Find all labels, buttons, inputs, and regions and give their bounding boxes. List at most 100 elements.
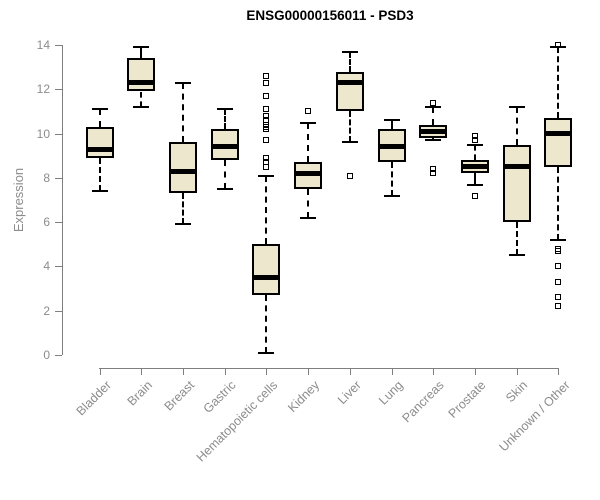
whisker-cap-high	[258, 174, 275, 177]
whisker-high	[265, 175, 268, 245]
whisker-high	[140, 47, 143, 59]
median-line	[129, 80, 154, 86]
box-brain	[127, 58, 156, 92]
outlier-point	[263, 154, 270, 161]
whisker-low	[515, 222, 518, 256]
whisker-low	[223, 160, 226, 189]
outlier-point	[430, 99, 437, 106]
y-tick-label: 0	[43, 348, 50, 362]
median-line	[421, 128, 446, 134]
outlier-point	[555, 247, 562, 254]
whisker-low	[140, 91, 143, 107]
outlier-point	[263, 117, 270, 124]
whisker-low	[432, 138, 435, 141]
box-bladder	[85, 126, 114, 158]
outlier-point	[263, 73, 270, 79]
y-tick-label: 12	[36, 82, 50, 97]
y-tick-mark	[55, 310, 62, 312]
median-line	[212, 144, 237, 150]
y-axis-line	[62, 45, 63, 355]
whisker-cap-high	[466, 143, 483, 146]
y-tick-label: 2	[43, 303, 50, 318]
whisker-high	[473, 144, 476, 161]
whisker-cap-low	[466, 183, 483, 186]
median-line	[546, 131, 571, 137]
whisker-cap-low	[508, 254, 525, 257]
x-tick-label: Prostate	[445, 378, 489, 421]
median-line	[337, 80, 362, 86]
whisker-cap-low	[133, 106, 150, 108]
whisker-cap-high	[425, 106, 442, 108]
whisker-high	[98, 109, 101, 127]
x-tick-mark	[558, 368, 560, 375]
box-liver	[335, 71, 364, 112]
x-tick-mark	[266, 368, 268, 375]
whisker-high	[307, 122, 310, 163]
outlier-point	[263, 126, 270, 133]
outlier-point	[471, 132, 478, 139]
y-tick-mark	[55, 266, 62, 268]
y-axis-label: Expression	[11, 167, 26, 233]
whisker-low	[98, 157, 101, 192]
x-tick-label: Brain	[124, 378, 156, 409]
x-tick-label: Gastric	[200, 378, 239, 416]
x-tick-mark	[141, 368, 143, 375]
median-line	[254, 275, 279, 280]
whisker-high	[557, 47, 560, 119]
outlier-point	[263, 137, 270, 144]
outlier-point	[430, 170, 437, 177]
box-breast	[169, 142, 197, 194]
box-hematopoietic-cells	[252, 244, 281, 296]
outlier-point	[263, 92, 270, 99]
x-tick-label: Pancreas	[399, 378, 448, 426]
outlier-point	[555, 303, 562, 310]
median-line	[87, 146, 112, 152]
whisker-low	[473, 173, 476, 185]
whisker-high	[390, 120, 393, 130]
x-tick-mark	[349, 368, 351, 375]
outlier-point	[471, 192, 478, 199]
whisker-low	[182, 193, 184, 225]
y-tick-mark	[55, 177, 62, 179]
whisker-cap-low	[91, 190, 108, 193]
x-tick-mark	[183, 368, 184, 375]
y-tick-label: 14	[36, 38, 50, 52]
whisker-low	[390, 162, 393, 196]
y-tick-label: 8	[43, 170, 50, 185]
x-tick-label: Liver	[334, 378, 364, 408]
x-tick-mark	[99, 368, 101, 375]
outlier-point	[555, 42, 562, 48]
whisker-high	[432, 107, 435, 125]
whisker-cap-high	[133, 46, 150, 49]
y-tick-mark	[55, 133, 62, 135]
y-tick-mark	[55, 355, 62, 356]
y-tick-mark	[55, 222, 62, 224]
x-tick-label: Kidney	[285, 378, 323, 415]
whisker-cap-low	[425, 139, 442, 142]
x-tick-label: Hematopoietic cells	[193, 378, 281, 465]
median-line	[504, 164, 529, 170]
whisker-cap-low	[216, 187, 233, 190]
median-line	[462, 164, 487, 170]
y-tick-label: 10	[36, 126, 50, 141]
box-skin	[502, 144, 531, 223]
whisker-cap-high	[175, 81, 191, 84]
whisker-cap-high	[508, 106, 525, 108]
outlier-point	[263, 163, 270, 170]
whisker-high	[223, 109, 226, 130]
y-tick-label: 4	[43, 259, 50, 274]
x-tick-label: Skin	[503, 378, 531, 406]
whisker-cap-low	[175, 223, 191, 226]
outlier-point	[263, 106, 270, 113]
median-line	[379, 144, 404, 150]
outlier-point	[263, 79, 270, 86]
median-line	[296, 170, 321, 176]
whisker-cap-high	[91, 108, 108, 111]
outlier-point	[555, 263, 562, 270]
outlier-point	[555, 278, 562, 285]
outlier-point	[305, 108, 312, 115]
outlier-point	[471, 137, 478, 144]
x-tick-mark	[391, 368, 393, 375]
whisker-low	[557, 166, 560, 240]
